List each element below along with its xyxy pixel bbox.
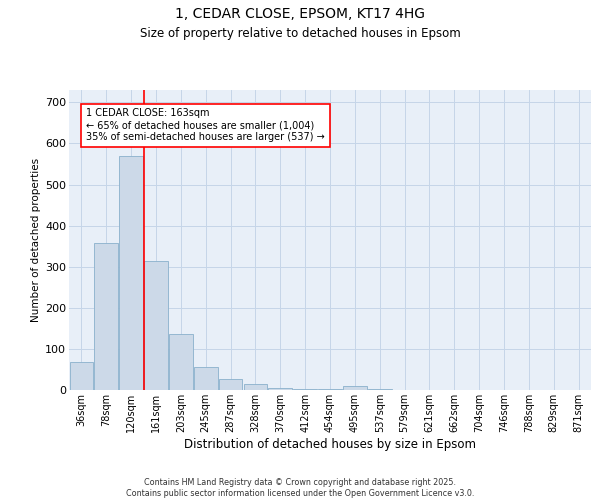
Text: 1, CEDAR CLOSE, EPSOM, KT17 4HG: 1, CEDAR CLOSE, EPSOM, KT17 4HG	[175, 8, 425, 22]
X-axis label: Distribution of detached houses by size in Epsom: Distribution of detached houses by size …	[184, 438, 476, 450]
Bar	[343, 386, 367, 390]
Bar	[119, 156, 143, 390]
Text: 1 CEDAR CLOSE: 163sqm
← 65% of detached houses are smaller (1,004)
35% of semi-d: 1 CEDAR CLOSE: 163sqm ← 65% of detached …	[86, 108, 325, 142]
Text: Contains HM Land Registry data © Crown copyright and database right 2025.
Contai: Contains HM Land Registry data © Crown c…	[126, 478, 474, 498]
Bar	[244, 384, 267, 390]
Bar	[70, 362, 93, 390]
Bar	[219, 379, 242, 390]
Bar	[169, 334, 193, 390]
Y-axis label: Number of detached properties: Number of detached properties	[31, 158, 41, 322]
Text: Size of property relative to detached houses in Epsom: Size of property relative to detached ho…	[140, 28, 460, 40]
Bar	[293, 389, 317, 390]
Bar	[368, 389, 392, 390]
Bar	[268, 388, 292, 390]
Bar	[318, 389, 342, 390]
Bar	[194, 366, 218, 390]
Bar	[144, 260, 168, 390]
Bar	[94, 243, 118, 390]
